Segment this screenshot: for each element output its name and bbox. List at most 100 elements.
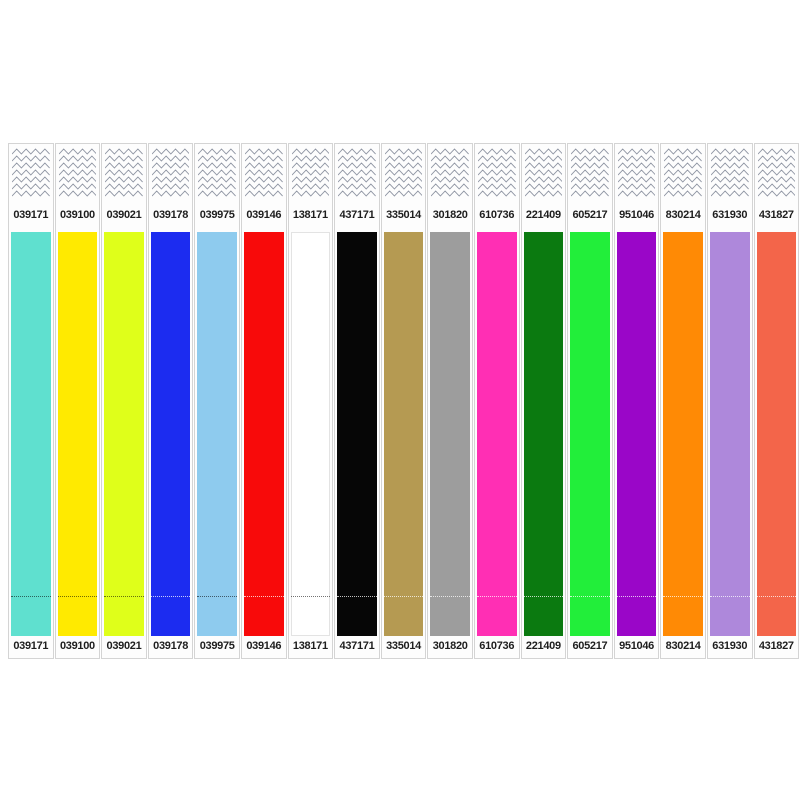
wristband-top-number: 335014 — [386, 209, 421, 221]
wristband-top-number: 039171 — [13, 209, 49, 221]
security-pattern — [338, 148, 376, 203]
security-pattern — [710, 148, 749, 203]
security-pattern — [571, 148, 609, 203]
security-pattern — [757, 148, 796, 203]
wristband-bottom-number: 437171 — [339, 640, 375, 652]
color-strip — [57, 232, 98, 636]
wristband: 039178 039178 — [147, 143, 194, 659]
color-strip — [476, 232, 517, 636]
security-pattern — [12, 148, 50, 203]
wristband: 138171 138171 — [287, 143, 334, 659]
wristband: 039146 039146 — [240, 143, 287, 659]
wristband-top-number: 437171 — [339, 209, 375, 221]
color-strip — [243, 232, 284, 636]
wristband-bottom-number: 335014 — [386, 640, 421, 652]
perforation-line — [430, 596, 470, 597]
color-strip — [570, 232, 610, 636]
wristband-bottom-number: 830214 — [665, 640, 701, 652]
wristband-bottom-number: 039975 — [199, 640, 235, 652]
perforation-line — [197, 596, 237, 597]
color-strip — [337, 232, 377, 636]
wristband-bottom-number: 039021 — [106, 640, 142, 652]
perforation-line — [476, 596, 517, 597]
perforation-line — [337, 596, 377, 597]
color-strip — [104, 232, 144, 636]
wristband-top-number: 221409 — [525, 209, 561, 221]
wristband: 039021 039021 — [101, 143, 147, 659]
wristband: 039975 039975 — [194, 143, 240, 659]
wristband-bottom-number: 039171 — [13, 640, 49, 652]
color-strip — [150, 232, 191, 636]
wristband: 951046 951046 — [613, 143, 660, 659]
wristband-bottom-number: 951046 — [619, 640, 654, 652]
wristband-top-number: 610736 — [479, 209, 515, 221]
wristband: 221409 221409 — [520, 143, 567, 659]
wristband: 039100 039100 — [54, 143, 101, 659]
security-pattern — [244, 148, 283, 203]
color-strip — [756, 232, 797, 636]
color-strip — [616, 232, 657, 636]
wristband: 830214 830214 — [660, 143, 706, 659]
wristband-bottom-number: 221409 — [525, 640, 561, 652]
wristband-bottom-number: 039100 — [59, 640, 95, 652]
perforation-line — [383, 596, 424, 597]
perforation-line — [523, 596, 564, 597]
wristband-bottom-number: 039178 — [153, 640, 189, 652]
wristband-top-number: 039100 — [59, 209, 95, 221]
security-pattern — [617, 148, 656, 203]
security-pattern — [198, 148, 236, 203]
wristband-bottom-number: 039146 — [246, 640, 282, 652]
color-strip — [383, 232, 424, 636]
wristband-bottom-number: 301820 — [432, 640, 468, 652]
wristband-top-number: 605217 — [572, 209, 608, 221]
security-pattern — [477, 148, 516, 203]
perforation-line — [11, 596, 51, 597]
wristband-top-number: 951046 — [619, 209, 654, 221]
wristband: 631930 631930 — [706, 143, 753, 659]
security-pattern — [58, 148, 97, 203]
security-pattern — [384, 148, 423, 203]
security-pattern — [151, 148, 190, 203]
perforation-line — [104, 596, 144, 597]
wristband: 301820 301820 — [427, 143, 473, 659]
perforation-line — [663, 596, 703, 597]
wristband-top-number: 301820 — [432, 209, 468, 221]
security-pattern — [291, 148, 330, 203]
wristband: 437171 437171 — [334, 143, 380, 659]
wristband: 605217 605217 — [567, 143, 613, 659]
perforation-line — [290, 596, 331, 597]
perforation-line — [570, 596, 610, 597]
security-pattern — [664, 148, 702, 203]
color-strip — [290, 232, 331, 636]
wristband: 039171 039171 — [8, 143, 54, 659]
color-strip — [11, 232, 51, 636]
wristband-top-number: 631930 — [712, 209, 748, 221]
color-strip — [663, 232, 703, 636]
wristband-bottom-number: 610736 — [479, 640, 515, 652]
wristband-top-number: 830214 — [665, 209, 701, 221]
wristband-set: 039171 039171 039100 039100 039021 039021 0391… — [8, 143, 800, 659]
wristband-top-number: 039021 — [106, 209, 142, 221]
wristband-top-number: 431827 — [758, 209, 794, 221]
perforation-line — [616, 596, 657, 597]
wristband-bottom-number: 431827 — [758, 640, 794, 652]
security-pattern — [105, 148, 143, 203]
perforation-line — [243, 596, 284, 597]
wristband: 431827 431827 — [753, 143, 800, 659]
wristband-top-number: 138171 — [292, 209, 328, 221]
wristband-top-number: 039178 — [153, 209, 189, 221]
color-strip — [523, 232, 564, 636]
wristband: 335014 335014 — [380, 143, 427, 659]
color-strip — [709, 232, 750, 636]
perforation-line — [57, 596, 98, 597]
wristband-bottom-number: 138171 — [292, 640, 328, 652]
wristband-bottom-number: 605217 — [572, 640, 608, 652]
security-pattern — [524, 148, 563, 203]
wristband-bottom-number: 631930 — [712, 640, 748, 652]
perforation-line — [756, 596, 797, 597]
perforation-line — [150, 596, 191, 597]
color-strip — [430, 232, 470, 636]
wristband-top-number: 039146 — [246, 209, 282, 221]
security-pattern — [431, 148, 469, 203]
wristband-top-number: 039975 — [199, 209, 235, 221]
